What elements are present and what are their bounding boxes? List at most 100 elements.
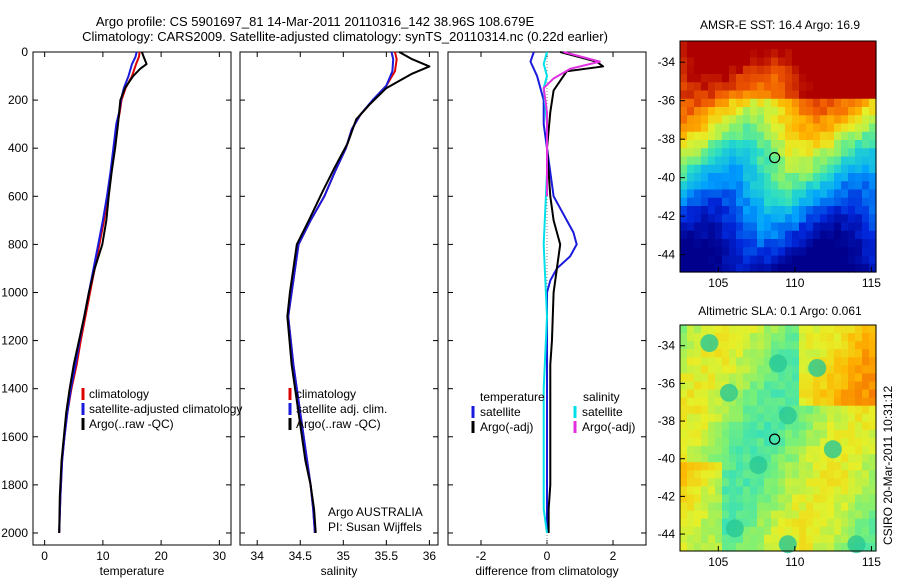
sst-map-cell [771, 90, 779, 100]
sla-map-cell [701, 357, 709, 366]
sla-map-cell [757, 333, 765, 342]
sst-map-cell [862, 57, 870, 67]
sst-map-cell [799, 74, 807, 83]
sla-map-cell [750, 349, 758, 358]
sst-map-cell [813, 230, 821, 240]
sla-map-cell [862, 462, 870, 471]
sst-map-cell [750, 263, 758, 273]
sst-map-cell [729, 255, 737, 265]
sst-map-cell [736, 148, 744, 158]
sst-map-cell [792, 41, 800, 50]
sst-map-cell [715, 65, 723, 75]
sla-map-cell [813, 413, 821, 423]
sst-map-cell [708, 74, 716, 83]
sla-map-cell [771, 333, 779, 342]
sst-map-cell [771, 123, 779, 133]
sla-map-cell [680, 389, 688, 399]
sst-map-cell [799, 173, 807, 182]
sst-map-cell [813, 247, 821, 257]
sla-map-cell [694, 413, 702, 423]
sla-map-cell [680, 486, 688, 496]
sla-map-cell [701, 486, 709, 496]
sla-map-cell [750, 494, 758, 504]
sst-map-cell [869, 49, 877, 59]
sst-map-cell [687, 107, 695, 116]
sla-map-cell [827, 413, 835, 423]
sla-map-cell [722, 542, 730, 552]
sst-map-cell [792, 49, 800, 59]
sst-map-cell [855, 82, 863, 92]
depth-tick-label: 400 [8, 141, 28, 155]
sst-map-cell [834, 263, 842, 273]
sst-map-cell [862, 206, 870, 215]
sst-map-cell [708, 98, 716, 108]
sst-map-cell [771, 206, 779, 215]
sla-map-cell [778, 349, 786, 358]
diff-legend-temp-title: temperature [480, 390, 545, 404]
sst-map-cell [708, 206, 716, 215]
sst-map-cell [764, 74, 772, 83]
sla-lat-label: -34 [658, 339, 676, 353]
sla-map-cell [806, 429, 814, 439]
sla-map-cell [848, 365, 856, 375]
sla-map-cell [799, 333, 807, 342]
sla-map-cell [750, 421, 758, 431]
sla-map-cell [841, 325, 849, 334]
sla-map-cell [841, 494, 849, 504]
sla-map-cell [729, 446, 737, 455]
sst-map-cell [715, 156, 723, 166]
sst-map-cell [841, 49, 849, 59]
sst-map-cell [771, 230, 779, 240]
sla-map-cell [862, 478, 870, 488]
sst-map-cell [820, 255, 828, 265]
sla-map-cell [855, 421, 863, 431]
sst-map-cell [799, 82, 807, 92]
sla-map-cell [778, 381, 786, 391]
sla-map-cell [680, 413, 688, 423]
sla-map-cell [729, 429, 737, 439]
sst-map-cell [701, 173, 709, 182]
sst-map-cell [806, 189, 814, 199]
sla-map-cell [680, 446, 688, 455]
sla-map-cell [743, 325, 751, 334]
sst-map-cell [792, 82, 800, 92]
sst-map-cell [680, 255, 688, 265]
sla-map-cell [722, 446, 730, 455]
sst-map-cell [701, 123, 709, 133]
sst-map-cell [841, 140, 849, 149]
diff-legend-entry: Argo(-adj) [480, 420, 533, 434]
sla-map-cell [750, 438, 758, 447]
sla-map-cell [841, 510, 849, 520]
sla-map-cell [813, 502, 821, 512]
sla-map-cell [764, 502, 772, 512]
sst-map-cell [687, 156, 695, 166]
sla-map-cell [729, 438, 737, 447]
sla-map-cell [743, 405, 751, 415]
sst-map-cell [694, 123, 702, 133]
sst-map-cell [820, 49, 828, 59]
sla-map-cell [792, 373, 800, 383]
sst-map-cell [736, 181, 744, 191]
sst-map-cell [848, 65, 856, 75]
sst-map-cell [771, 239, 779, 248]
sla-map-cell [687, 446, 695, 455]
sla-map-cell [834, 494, 842, 504]
sla-map-cell [736, 413, 744, 423]
sst-map-cell [764, 206, 772, 215]
sst-map-cell [708, 156, 716, 166]
sst-map-cell [806, 140, 814, 149]
sla-map-cell [701, 478, 709, 488]
sst-map-cell [736, 41, 744, 50]
sla-map-cell [862, 405, 870, 415]
sla-map-cell [799, 429, 807, 439]
sst-map-cell [855, 164, 863, 174]
sla-map-cell [743, 542, 751, 552]
sla-map-cell [778, 510, 786, 520]
sst-map-cell [750, 41, 758, 50]
sst-map-cell [715, 230, 723, 240]
sst-map-cell [785, 173, 793, 182]
sla-map-cell [715, 357, 723, 366]
sst-map-cell [757, 255, 765, 265]
sla-map-cell [680, 373, 688, 383]
